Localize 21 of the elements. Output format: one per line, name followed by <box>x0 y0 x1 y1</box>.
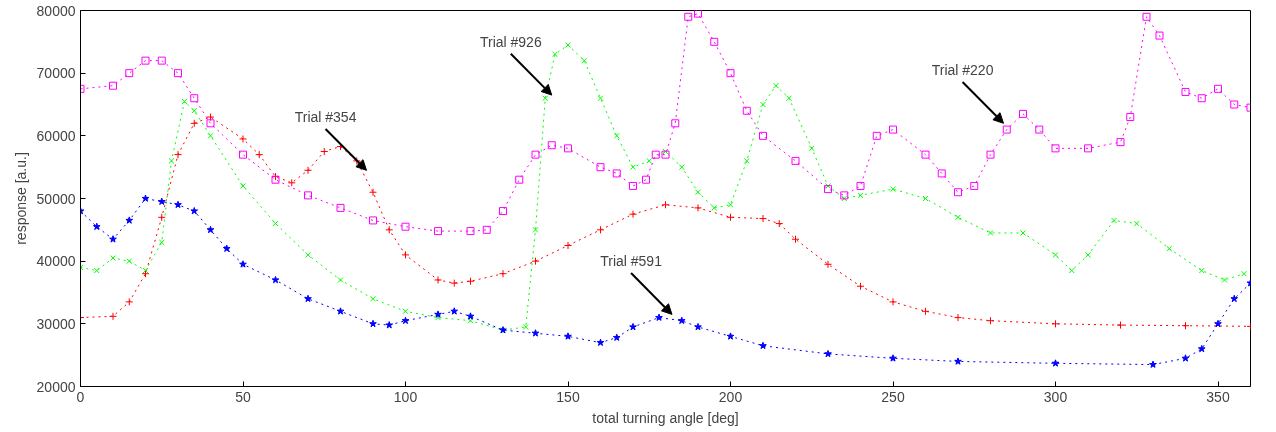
annotation: Trial #220 <box>931 61 994 78</box>
x-tick-label: 50 <box>235 388 251 405</box>
y-tick-label: 70000 <box>36 65 76 82</box>
y-tick-label: 60000 <box>36 127 76 144</box>
x-axis-title: total turning angle [deg] <box>592 409 739 426</box>
x-tick-label: 350 <box>1206 388 1230 405</box>
x-tick-label: 300 <box>1043 388 1068 405</box>
annotation: Trial #926 <box>479 33 542 50</box>
y-tick-label: 80000 <box>36 2 76 19</box>
y-tick-label: 40000 <box>36 253 76 270</box>
x-tick-label: 200 <box>718 388 743 405</box>
annotation: Trial #591 <box>600 253 663 270</box>
x-tick-label: 150 <box>556 388 580 405</box>
x-tick-label: 250 <box>881 388 905 405</box>
y-tick-label: 20000 <box>36 378 76 395</box>
x-tick-label: 0 <box>76 388 85 405</box>
x-tick-label: 100 <box>393 388 418 405</box>
y-tick-label: 30000 <box>36 315 76 332</box>
y-tick-label: 50000 <box>36 190 76 207</box>
annotation: Trial #354 <box>294 108 357 125</box>
y-axis-title: response [a.u.] <box>12 152 29 245</box>
